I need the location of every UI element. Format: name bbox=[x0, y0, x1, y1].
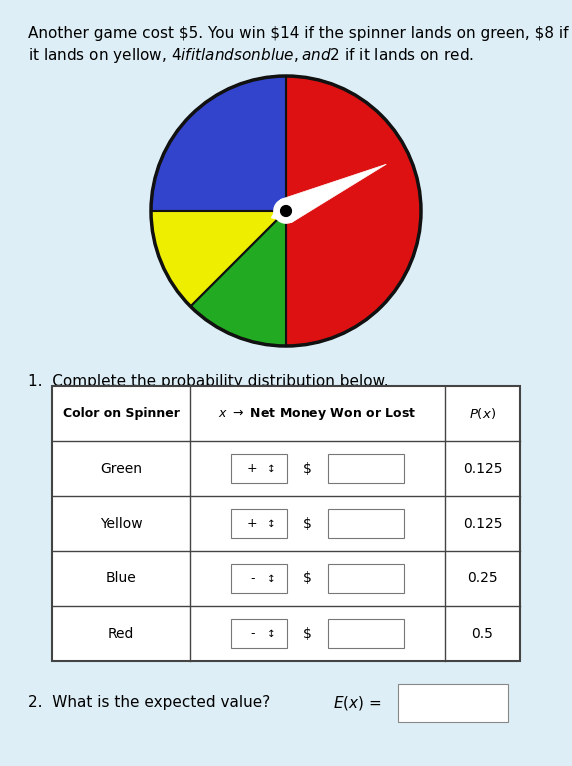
Text: $: $ bbox=[303, 627, 312, 640]
Text: $: $ bbox=[303, 461, 312, 476]
Bar bbox=[231, 509, 287, 538]
Text: +: + bbox=[247, 462, 257, 475]
Text: -: - bbox=[250, 627, 255, 640]
Text: ↕: ↕ bbox=[267, 519, 276, 529]
Bar bbox=[52, 386, 520, 661]
Text: -: - bbox=[250, 572, 255, 585]
Text: 0.125: 0.125 bbox=[463, 516, 502, 531]
Text: 2.  What is the expected value?: 2. What is the expected value? bbox=[28, 696, 280, 711]
Text: $: $ bbox=[303, 571, 312, 585]
Bar bbox=[231, 619, 287, 648]
Bar bbox=[328, 509, 404, 538]
Wedge shape bbox=[151, 76, 286, 211]
Text: Green: Green bbox=[100, 461, 142, 476]
Text: $P(x)$: $P(x)$ bbox=[469, 406, 496, 421]
Wedge shape bbox=[190, 211, 286, 346]
Bar bbox=[398, 684, 508, 722]
Text: Color on Spinner: Color on Spinner bbox=[62, 407, 180, 420]
Circle shape bbox=[274, 199, 298, 223]
Text: Yellow: Yellow bbox=[100, 516, 142, 531]
Text: 0.25: 0.25 bbox=[467, 571, 498, 585]
Bar bbox=[231, 565, 287, 593]
Text: it lands on yellow, $4 if it lands on blue, and $2 if it lands on red.: it lands on yellow, $4 if it lands on bl… bbox=[28, 46, 474, 65]
Text: Red: Red bbox=[108, 627, 134, 640]
Polygon shape bbox=[271, 164, 386, 223]
Circle shape bbox=[281, 205, 291, 217]
Text: +: + bbox=[247, 517, 257, 530]
Wedge shape bbox=[286, 76, 421, 346]
Text: $x$ $\rightarrow$ Net Money Won or Lost: $x$ $\rightarrow$ Net Money Won or Lost bbox=[219, 405, 417, 421]
Bar bbox=[328, 565, 404, 593]
Text: ↕: ↕ bbox=[267, 628, 276, 639]
Text: $: $ bbox=[303, 516, 312, 531]
Text: $E(x)$ =: $E(x)$ = bbox=[333, 694, 382, 712]
Wedge shape bbox=[151, 211, 286, 306]
Text: 0.5: 0.5 bbox=[472, 627, 494, 640]
Bar bbox=[328, 454, 404, 483]
Text: ↕: ↕ bbox=[267, 463, 276, 473]
Bar bbox=[231, 454, 287, 483]
Text: Another game cost $5. You win $14 if the spinner lands on green, $8 if: Another game cost $5. You win $14 if the… bbox=[28, 26, 569, 41]
Text: ↕: ↕ bbox=[267, 574, 276, 584]
Text: Blue: Blue bbox=[106, 571, 136, 585]
Bar bbox=[328, 619, 404, 648]
Text: 0.125: 0.125 bbox=[463, 461, 502, 476]
Text: 1.  Complete the probability distribution below.: 1. Complete the probability distribution… bbox=[28, 374, 388, 389]
